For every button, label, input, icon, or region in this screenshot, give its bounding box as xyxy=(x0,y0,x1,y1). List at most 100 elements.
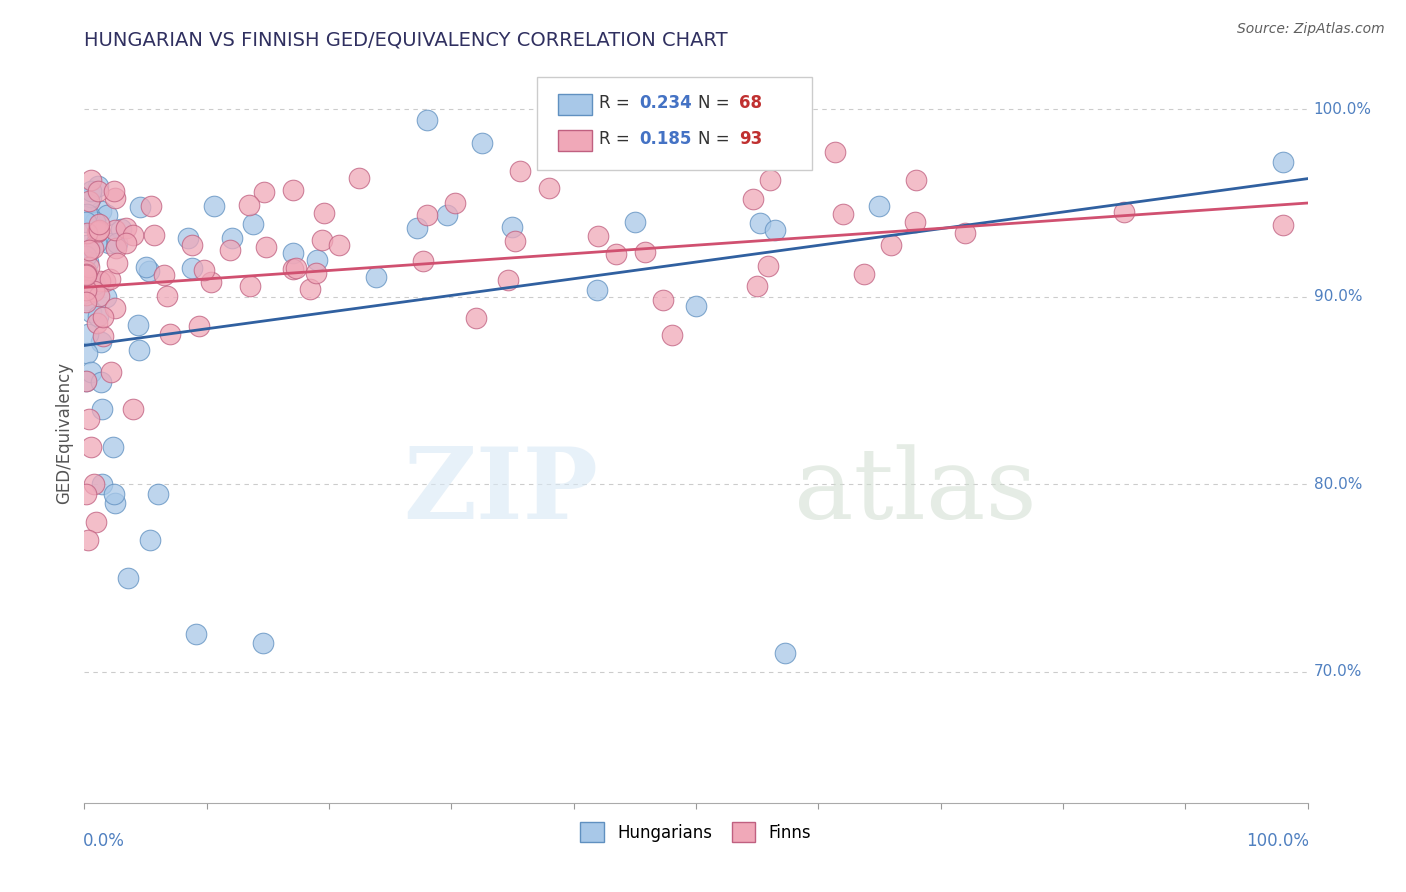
Point xyxy=(416,208,439,222)
Point xyxy=(80,173,103,187)
Point xyxy=(1272,154,1295,169)
Point xyxy=(586,229,609,244)
Point xyxy=(239,279,262,293)
Point xyxy=(661,328,683,343)
Point xyxy=(90,335,112,350)
Point xyxy=(104,301,127,316)
Point xyxy=(75,215,97,229)
Point xyxy=(200,275,222,289)
Text: 90.0%: 90.0% xyxy=(1313,289,1362,304)
Point xyxy=(91,310,114,324)
Point xyxy=(879,237,901,252)
Point xyxy=(110,222,132,236)
Point xyxy=(496,273,519,287)
Text: 80.0%: 80.0% xyxy=(1313,476,1362,491)
Point xyxy=(90,477,112,491)
Point xyxy=(311,234,333,248)
Point xyxy=(503,234,526,248)
Point xyxy=(77,260,100,275)
Point xyxy=(97,235,120,250)
Point xyxy=(141,199,163,213)
Point xyxy=(77,194,100,209)
Text: atlas: atlas xyxy=(794,444,1036,540)
Point xyxy=(416,113,439,128)
Text: 0.0%: 0.0% xyxy=(83,832,125,850)
Point xyxy=(115,236,138,251)
Point xyxy=(139,533,162,548)
Point xyxy=(138,263,160,277)
Text: 100.0%: 100.0% xyxy=(1313,102,1372,117)
Point xyxy=(904,215,927,229)
Point xyxy=(127,318,149,333)
Point xyxy=(652,293,675,308)
Point xyxy=(749,216,772,230)
Point xyxy=(115,221,138,235)
Text: ZIP: ZIP xyxy=(404,443,598,541)
Point xyxy=(122,402,145,417)
Point xyxy=(86,179,108,194)
Point xyxy=(184,627,207,641)
Point xyxy=(104,223,127,237)
Text: N =: N = xyxy=(699,95,735,112)
Point xyxy=(83,284,105,298)
Point xyxy=(105,241,128,255)
Point xyxy=(509,163,531,178)
Point xyxy=(128,343,150,357)
Point xyxy=(758,259,780,273)
Point xyxy=(406,221,429,235)
Point xyxy=(347,170,370,185)
Text: 0.185: 0.185 xyxy=(640,129,692,148)
Point xyxy=(87,224,110,238)
Point xyxy=(75,374,97,388)
Point xyxy=(76,268,98,282)
Point xyxy=(77,411,100,425)
Point xyxy=(79,190,101,204)
Point xyxy=(101,440,124,454)
Point xyxy=(94,290,117,304)
Point xyxy=(281,183,304,197)
Point xyxy=(90,204,112,219)
Point xyxy=(75,287,97,301)
Point xyxy=(86,316,108,330)
Point xyxy=(84,235,107,250)
Point xyxy=(685,299,707,313)
Point xyxy=(105,235,128,250)
Point xyxy=(75,268,97,282)
Point xyxy=(77,276,100,290)
Text: Source: ZipAtlas.com: Source: ZipAtlas.com xyxy=(1237,22,1385,37)
Point xyxy=(83,215,105,229)
Point xyxy=(75,374,97,388)
Point xyxy=(76,226,98,240)
Point xyxy=(305,252,328,267)
Point xyxy=(304,266,326,280)
Y-axis label: GED/Equivalency: GED/Equivalency xyxy=(55,361,73,504)
Point xyxy=(905,173,928,187)
Point xyxy=(75,277,97,292)
Point xyxy=(763,223,786,237)
Point xyxy=(104,191,127,205)
Point xyxy=(84,277,107,291)
Point xyxy=(89,289,111,303)
Point xyxy=(758,173,780,187)
FancyBboxPatch shape xyxy=(558,130,592,151)
Point xyxy=(83,477,105,491)
Point xyxy=(464,311,486,326)
Point xyxy=(412,253,434,268)
Point xyxy=(87,309,110,323)
Point xyxy=(281,246,304,260)
Point xyxy=(82,284,104,298)
Text: 0.234: 0.234 xyxy=(640,95,692,112)
Point xyxy=(153,268,176,282)
Point xyxy=(238,198,260,212)
Text: 93: 93 xyxy=(738,129,762,148)
Point xyxy=(103,184,125,198)
Text: R =: R = xyxy=(599,129,636,148)
Legend: Hungarians, Finns: Hungarians, Finns xyxy=(572,814,820,850)
Point xyxy=(76,346,98,360)
Point xyxy=(436,209,458,223)
Point xyxy=(89,274,111,288)
Point xyxy=(86,225,108,239)
Point xyxy=(84,515,107,529)
Point xyxy=(634,244,657,259)
Point xyxy=(135,260,157,274)
